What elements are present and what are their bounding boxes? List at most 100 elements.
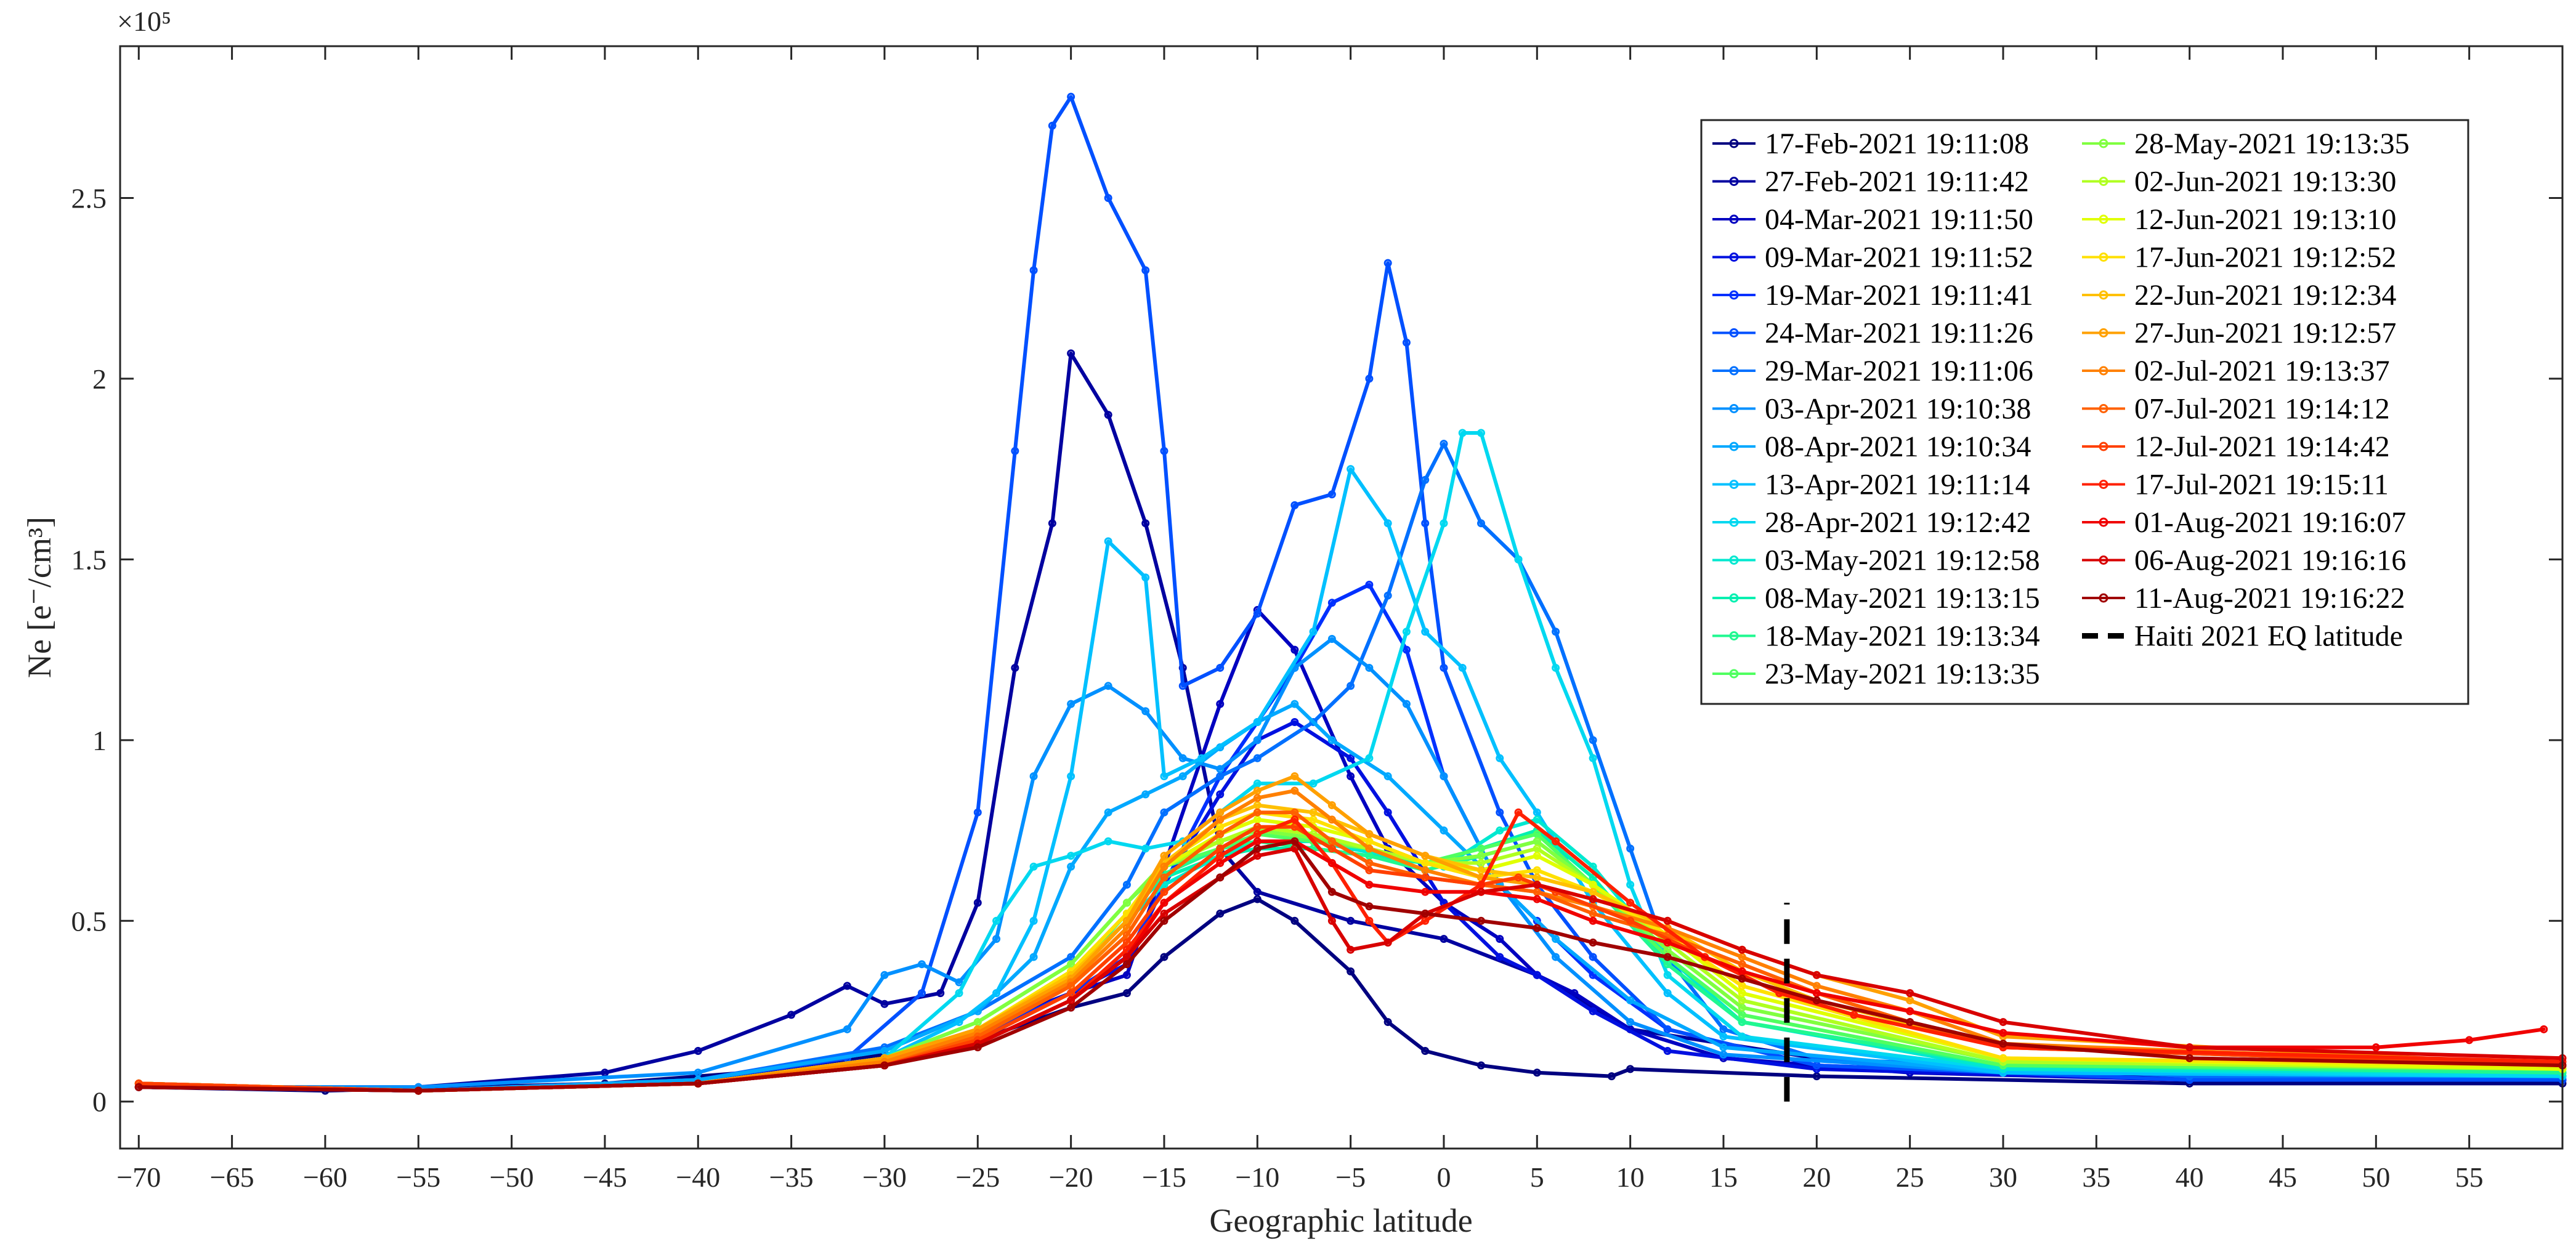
data-point — [1402, 700, 1411, 708]
data-point — [1626, 899, 1635, 907]
data-point — [1999, 1054, 2007, 1062]
legend-marker — [2099, 328, 2108, 337]
data-point — [1365, 663, 1374, 672]
data-point — [1533, 844, 1541, 853]
data-point — [1104, 537, 1112, 546]
data-point — [1122, 960, 1131, 969]
y-axis-label: Ne [e⁻/cm³] — [21, 517, 58, 678]
x-tick-label: 5 — [1530, 1161, 1544, 1193]
x-tick-label: 50 — [2362, 1161, 2390, 1193]
data-point — [1216, 910, 1225, 918]
data-point — [1552, 663, 1560, 672]
data-point — [1589, 881, 1597, 889]
data-point — [1290, 823, 1299, 831]
x-tick-label: 40 — [2176, 1161, 2204, 1193]
legend-marker — [2099, 555, 2108, 565]
data-point — [917, 960, 926, 969]
data-point — [2465, 1036, 2474, 1044]
series-line — [137, 897, 2564, 1093]
data-point — [1570, 989, 1579, 998]
data-point — [1290, 916, 1299, 925]
data-point — [1122, 938, 1131, 947]
data-point — [1533, 852, 1541, 860]
data-point — [1365, 580, 1374, 589]
legend-label: 19-Mar-2021 19:11:41 — [1765, 279, 2033, 312]
data-point — [1067, 996, 1075, 1004]
data-point — [1253, 844, 1262, 853]
legend-marker — [2099, 366, 2108, 376]
data-point — [1533, 837, 1541, 846]
data-point — [1477, 881, 1486, 889]
data-point — [1421, 628, 1430, 636]
data-point — [1347, 772, 1355, 781]
x-tick-label: 35 — [2082, 1161, 2110, 1193]
data-point — [1533, 881, 1541, 889]
y-tick-label: 0.5 — [71, 905, 107, 937]
legend-marker — [2099, 442, 2108, 451]
data-point — [1477, 916, 1486, 925]
data-point — [1514, 555, 1523, 563]
y-tick-label: 0 — [92, 1086, 107, 1118]
data-point — [1496, 826, 1504, 835]
data-point — [1067, 960, 1075, 969]
data-point — [1365, 844, 1374, 853]
data-point — [1589, 736, 1597, 745]
legend-label: 07-Jul-2021 19:14:12 — [2134, 393, 2390, 426]
data-point — [1477, 429, 1486, 437]
data-point — [1253, 852, 1262, 860]
data-point — [1029, 266, 1038, 275]
data-point — [1309, 628, 1318, 636]
data-point — [1122, 989, 1131, 998]
legend-marker — [1729, 669, 1739, 679]
data-point — [1178, 754, 1187, 762]
data-point — [1141, 707, 1150, 716]
series-line — [137, 810, 2564, 1093]
data-point — [1122, 899, 1131, 907]
data-point — [1812, 971, 1821, 979]
data-point — [1589, 1007, 1597, 1016]
data-point — [1552, 935, 1560, 943]
data-point — [1626, 844, 1635, 853]
data-point — [1906, 1018, 1914, 1027]
data-point — [1719, 1032, 1728, 1041]
legend-marker — [2099, 593, 2108, 603]
data-point — [1383, 259, 1392, 267]
data-point — [1216, 790, 1225, 799]
data-point — [1738, 945, 1746, 954]
series-line — [137, 431, 2564, 1093]
data-point — [1327, 634, 1336, 643]
data-point — [1533, 887, 1541, 896]
x-tick-label: −65 — [210, 1161, 254, 1193]
data-point — [1421, 866, 1430, 874]
data-point — [1514, 808, 1523, 817]
data-point — [1589, 916, 1597, 925]
data-point — [1663, 1047, 1672, 1056]
legend-marker — [2099, 177, 2108, 186]
data-point — [1552, 628, 1560, 636]
data-point — [2185, 1054, 2194, 1062]
data-point — [1477, 858, 1486, 867]
data-point — [1253, 717, 1262, 726]
data-point — [1216, 700, 1225, 708]
data-point — [955, 989, 963, 998]
data-point — [843, 1025, 851, 1033]
data-point — [1533, 971, 1541, 979]
data-point — [1477, 519, 1486, 528]
data-point — [1216, 663, 1225, 672]
data-point — [1290, 772, 1299, 781]
data-point — [1327, 916, 1336, 925]
data-point — [1589, 938, 1597, 947]
legend-marker — [1729, 480, 1739, 489]
x-tick-label: 25 — [1896, 1161, 1924, 1193]
y-tick-label: 2.5 — [71, 182, 107, 214]
data-point — [1906, 1007, 1914, 1016]
data-point — [1327, 887, 1336, 896]
data-point — [1347, 967, 1355, 975]
data-point — [1738, 953, 1746, 961]
data-point — [1011, 446, 1019, 455]
legend-marker — [2099, 252, 2108, 262]
data-point — [936, 989, 945, 998]
data-point — [917, 989, 926, 998]
data-point — [1663, 953, 1672, 961]
